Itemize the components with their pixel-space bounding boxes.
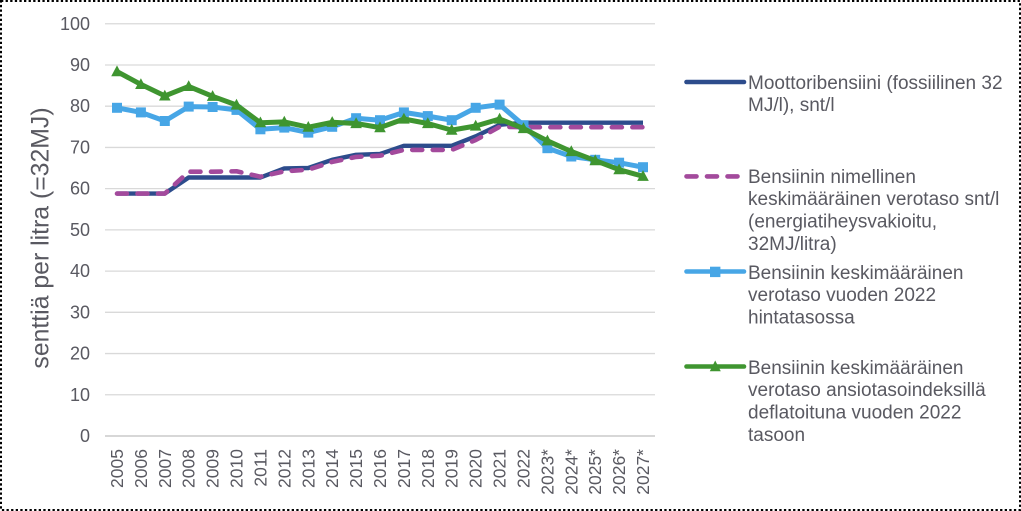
svg-text:2021: 2021 xyxy=(490,449,510,488)
svg-text:(energiatiheysvakioitu,: (energiatiheysvakioitu, xyxy=(748,212,937,233)
svg-text:2023*: 2023* xyxy=(537,449,557,495)
svg-text:2017: 2017 xyxy=(394,449,414,488)
svg-text:50: 50 xyxy=(70,220,90,240)
svg-text:2024*: 2024* xyxy=(561,449,581,495)
svg-text:60: 60 xyxy=(70,179,90,199)
svg-text:Moottoribensiini (fossiilinen: Moottoribensiini (fossiilinen 32 xyxy=(748,73,1003,94)
svg-text:90: 90 xyxy=(70,55,90,75)
svg-text:10: 10 xyxy=(70,385,90,405)
svg-text:2015: 2015 xyxy=(346,449,366,488)
svg-text:2010: 2010 xyxy=(227,449,247,488)
svg-text:2018: 2018 xyxy=(418,449,438,488)
svg-text:2009: 2009 xyxy=(203,449,223,488)
svg-text:Bensiinin keskimääräinen: Bensiinin keskimääräinen xyxy=(748,263,963,284)
svg-text:2025*: 2025* xyxy=(585,449,605,495)
svg-text:deflatoituna vuoden 2022: deflatoituna vuoden 2022 xyxy=(748,403,961,424)
svg-text:2026*: 2026* xyxy=(609,449,629,495)
svg-text:70: 70 xyxy=(70,137,90,157)
svg-text:tasoon: tasoon xyxy=(748,425,805,446)
svg-text:2013: 2013 xyxy=(298,449,318,488)
svg-text:keskimääräinen verotaso snt/l: keskimääräinen verotaso snt/l xyxy=(748,189,999,210)
svg-text:hintatasossa: hintatasossa xyxy=(748,308,855,329)
svg-text:2007: 2007 xyxy=(155,449,175,488)
svg-text:80: 80 xyxy=(70,96,90,116)
svg-text:2014: 2014 xyxy=(322,449,342,488)
svg-text:2006: 2006 xyxy=(131,449,151,488)
svg-text:verotaso ansiotasoindeksillä: verotaso ansiotasoindeksillä xyxy=(748,380,986,401)
svg-text:40: 40 xyxy=(70,261,90,281)
svg-text:Bensiinin nimellinen: Bensiinin nimellinen xyxy=(748,167,916,188)
svg-text:2016: 2016 xyxy=(370,449,390,488)
svg-text:2019: 2019 xyxy=(442,449,462,488)
svg-text:32MJ/litra): 32MJ/litra) xyxy=(748,234,837,255)
svg-text:2005: 2005 xyxy=(107,449,127,488)
svg-text:2011: 2011 xyxy=(250,449,270,487)
svg-text:20: 20 xyxy=(70,344,90,364)
svg-text:2027*: 2027* xyxy=(633,449,653,495)
svg-text:2022: 2022 xyxy=(514,449,534,488)
svg-text:0: 0 xyxy=(80,426,90,446)
svg-text:30: 30 xyxy=(70,302,90,322)
svg-text:2020: 2020 xyxy=(466,449,486,488)
svg-text:MJ/l), snt/l: MJ/l), snt/l xyxy=(748,95,835,116)
svg-text:100: 100 xyxy=(60,14,90,34)
svg-text:verotaso vuoden 2022: verotaso vuoden 2022 xyxy=(748,285,936,306)
svg-text:2012: 2012 xyxy=(274,449,294,488)
svg-text:Bensiinin keskimääräinen: Bensiinin keskimääräinen xyxy=(748,358,963,379)
svg-text:senttiä per litra (=32MJ): senttiä per litra (=32MJ) xyxy=(28,107,55,368)
svg-text:2008: 2008 xyxy=(179,449,199,488)
